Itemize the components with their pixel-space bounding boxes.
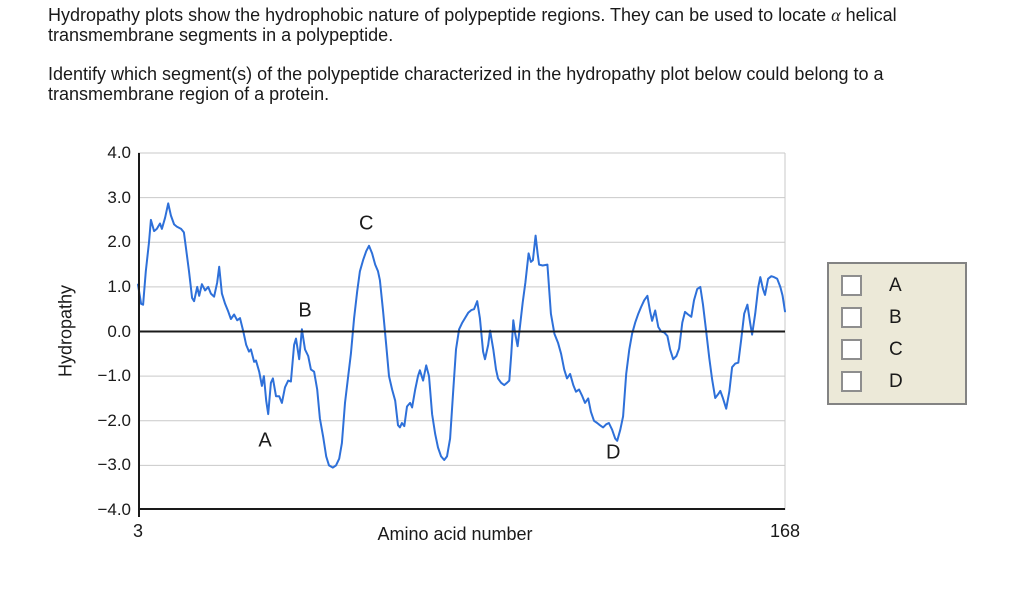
alpha-symbol: α xyxy=(831,5,841,25)
answer-option-row-A: A xyxy=(841,275,965,296)
y-tick-label: −1.0 xyxy=(97,366,131,386)
option-label: D xyxy=(889,370,903,392)
hydropathy-plot xyxy=(137,152,786,517)
answer-option-row-B: B xyxy=(841,307,965,328)
y-tick-label: −2.0 xyxy=(97,410,131,430)
option-label: B xyxy=(889,306,902,328)
checkbox-option-B[interactable] xyxy=(841,307,862,328)
checkbox-option-D[interactable] xyxy=(841,371,862,392)
y-tick-label: 3.0 xyxy=(107,187,131,207)
x-axis-title: Amino acid number xyxy=(377,524,533,544)
y-tick-label: 4.0 xyxy=(107,143,131,162)
segment-label-D: D xyxy=(606,441,621,464)
question-text: Hydropathy plots show the hydrophobic na… xyxy=(48,5,1000,104)
y-tick-label: −3.0 xyxy=(97,455,131,475)
answer-option-row-D: D xyxy=(841,371,965,392)
y-tick-label: 1.0 xyxy=(107,276,131,296)
question-paragraph-1: Hydropathy plots show the hydrophobic na… xyxy=(48,5,1000,45)
y-tick-label: 2.0 xyxy=(107,232,131,252)
answer-option-row-C: C xyxy=(841,339,965,360)
checkbox-option-C[interactable] xyxy=(841,339,862,360)
y-tick-label: 0.0 xyxy=(107,321,131,341)
question-paragraph-2: Identify which segment(s) of the polypep… xyxy=(48,64,884,104)
option-label: A xyxy=(889,274,902,296)
x-tick-label: 168 xyxy=(769,521,801,541)
question-p1-after-alpha: helical transmembrane segments in a poly… xyxy=(48,5,897,45)
segment-label-A: A xyxy=(258,429,272,452)
segment-label-C: C xyxy=(358,212,374,234)
y-tick-label: −4.0 xyxy=(97,500,131,519)
x-tick-label: 3 xyxy=(132,521,143,541)
option-label: C xyxy=(889,338,903,360)
segment-label-B: B xyxy=(298,299,312,322)
question-p1-before-alpha: Hydropathy plots show the hydrophobic na… xyxy=(48,5,832,25)
hydropathy-line xyxy=(137,202,786,469)
checkbox-option-A[interactable] xyxy=(841,275,862,296)
